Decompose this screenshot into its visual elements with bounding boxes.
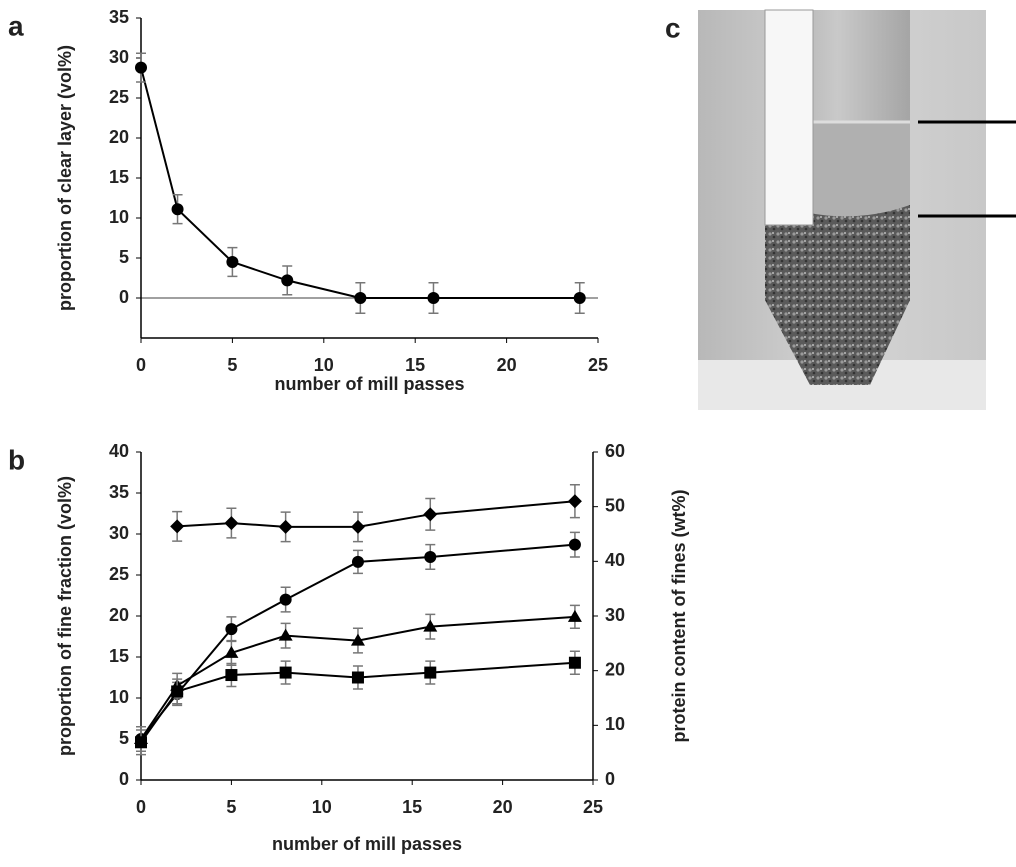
marker (279, 593, 292, 606)
x-axis-label: number of mill passes (272, 834, 462, 854)
photo (698, 9, 1016, 410)
y-tick-label: 10 (109, 207, 129, 227)
y2-tick-label: 40 (605, 550, 625, 570)
x-tick-label: 5 (227, 355, 237, 375)
panel-label: a (8, 10, 24, 41)
y-tick-label: 35 (109, 482, 129, 502)
y2-tick-label: 0 (605, 769, 615, 789)
marker (350, 519, 365, 534)
marker (351, 671, 364, 684)
marker (424, 550, 437, 563)
marker (171, 203, 184, 216)
marker (567, 609, 582, 622)
marker (424, 666, 437, 679)
y2-tick-label: 30 (605, 605, 625, 625)
y-tick-label: 5 (119, 247, 129, 267)
marker (354, 292, 367, 304)
y-tick-label: 10 (109, 687, 129, 707)
marker (351, 555, 364, 568)
y2-tick-label: 60 (605, 441, 625, 461)
y-tick-label: 0 (119, 769, 129, 789)
y-tick-label: 15 (109, 167, 129, 187)
y-tick-label: 30 (109, 47, 129, 67)
marker (226, 256, 239, 268)
y-axis-label: proportion of fine fraction (vol%) (55, 476, 75, 756)
marker (568, 538, 581, 551)
y-axis-label: proportion of clear layer (vol%) (55, 45, 75, 311)
panel-label: b (8, 444, 25, 475)
y-tick-label: 20 (109, 605, 129, 625)
y-tick-label: 30 (109, 523, 129, 543)
marker (573, 292, 586, 304)
marker (427, 292, 440, 304)
marker (279, 666, 292, 679)
y2-axis-label: protein content of fines (wt%) (669, 490, 689, 743)
y-tick-label: 5 (119, 728, 129, 748)
marker (224, 645, 239, 658)
marker (135, 61, 147, 74)
marker (281, 274, 294, 287)
marker (225, 669, 238, 682)
series-line (140, 67, 580, 299)
x-tick-label: 5 (226, 797, 236, 817)
marker (423, 619, 438, 632)
panel-label: c (665, 12, 681, 43)
y-tick-label: 25 (109, 87, 129, 107)
x-tick-label: 25 (583, 797, 603, 817)
y-tick-label: 20 (109, 127, 129, 147)
marker (224, 516, 239, 531)
y-tick-label: 15 (109, 646, 129, 666)
marker (278, 628, 293, 641)
x-tick-label: 20 (493, 797, 513, 817)
x-tick-label: 0 (136, 797, 146, 817)
marker (350, 633, 365, 646)
x-tick-label: 10 (314, 355, 334, 375)
marker (568, 656, 581, 669)
y2-tick-label: 50 (605, 495, 625, 515)
x-tick-label: 20 (497, 355, 517, 375)
y-tick-label: 35 (109, 7, 129, 27)
x-tick-label: 0 (136, 355, 146, 375)
x-tick-label: 15 (405, 355, 425, 375)
marker (171, 685, 184, 698)
x-tick-label: 15 (402, 797, 422, 817)
marker (567, 494, 582, 509)
marker (423, 507, 438, 522)
marker (225, 623, 238, 636)
y-tick-label: 25 (109, 564, 129, 584)
x-axis-label: number of mill passes (274, 374, 464, 394)
x-tick-label: 25 (588, 355, 608, 375)
y-tick-label: 40 (109, 441, 129, 461)
marker (170, 519, 185, 534)
y2-tick-label: 10 (605, 714, 625, 734)
marker (135, 736, 147, 749)
y-tick-label: 0 (119, 287, 129, 307)
y2-tick-label: 20 (605, 659, 625, 679)
x-tick-label: 10 (312, 797, 332, 817)
series-line (177, 500, 576, 528)
marker (278, 519, 293, 534)
